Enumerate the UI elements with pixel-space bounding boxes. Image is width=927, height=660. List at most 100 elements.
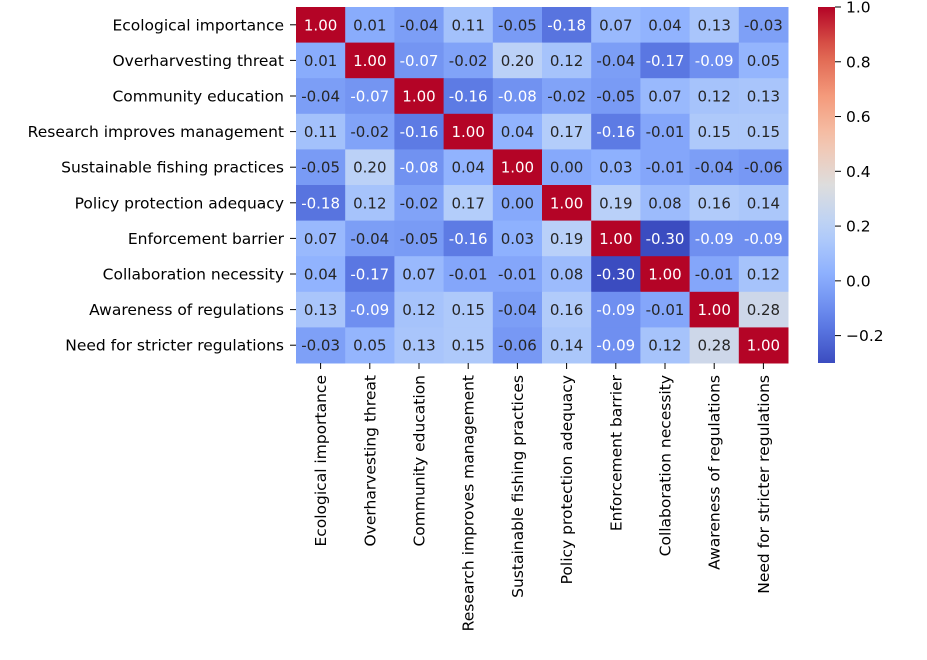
- heatmap-cell-r7-c6: [591, 256, 641, 293]
- heatmap-cell-r4-c1: [345, 149, 395, 186]
- heatmap-cell-r0-c5: [542, 7, 592, 44]
- colorbar-gradient: [818, 7, 835, 363]
- colorbar-tick-label-2: 0.2: [846, 218, 871, 236]
- heatmap-cell-r0-c3: [443, 7, 494, 44]
- cell-value-label-r9-c2: 0.13: [402, 337, 435, 355]
- heatmap-cell-r7-c9: [738, 256, 789, 293]
- cell-value-label-r0-c0: 1.00: [304, 16, 337, 34]
- cell-value-label-r0-c9: -0.03: [744, 16, 783, 34]
- colorbar: −0.2 0.0 0.2 0.4 0.6 0.8 1.0: [818, 0, 884, 363]
- cell-value-label-r3-c5: 0.17: [550, 123, 583, 141]
- heatmap-cell-r2-c9: [738, 78, 789, 115]
- cell-value-label-r8-c5: 0.16: [550, 301, 583, 319]
- heatmap-cell-r5-c4: [492, 185, 543, 222]
- cell-value-label-r1-c2: -0.07: [400, 52, 439, 70]
- heatmap-cell-r0-c1: [345, 7, 395, 44]
- heatmap-cell-r3-c5: [542, 113, 592, 150]
- cell-value-label-r0-c6: 0.07: [599, 16, 632, 34]
- cell-value-label-r9-c8: 0.28: [697, 337, 730, 355]
- cell-value-label-r6-c4: 0.03: [501, 230, 534, 248]
- heatmap-cell-r8-c5: [542, 291, 592, 328]
- cell-value-label-r4-c5: 0.00: [550, 159, 583, 177]
- heatmap-cell-r9-c9: [738, 327, 789, 364]
- heatmap-cell-r7-c8: [689, 256, 740, 293]
- cell-value-label-r0-c5: -0.18: [547, 16, 586, 34]
- cell-value-label-r0-c1: 0.01: [353, 16, 386, 34]
- heatmap-cell-r4-c9: [738, 149, 789, 186]
- cell-value-label-r3-c9: 0.15: [747, 123, 780, 141]
- cell-value-label-r7-c4: -0.01: [498, 266, 537, 284]
- cell-value-label-r4-c7: -0.01: [646, 159, 685, 177]
- heatmap-cell-r9-c2: [394, 327, 445, 364]
- heatmap-cell-r9-c4: [492, 327, 543, 364]
- cell-value-label-r5-c3: 0.17: [451, 194, 484, 212]
- heatmap-cell-r2-c0: [296, 78, 346, 115]
- cell-value-label-r2-c2: 1.00: [402, 88, 435, 106]
- x-tick-label-need-for-stricter-regulations: Need for stricter regulations: [755, 375, 773, 594]
- cell-value-label-r8-c7: -0.01: [646, 301, 685, 319]
- y-tick-label-awareness-of-regulations: Awareness of regulations: [89, 301, 284, 319]
- cell-value-label-r3-c2: -0.16: [400, 123, 439, 141]
- heatmap-cell-r0-c4: [492, 7, 543, 44]
- heatmap-cell-r3-c3: [443, 113, 494, 150]
- heatmap-cell-r9-c6: [591, 327, 641, 364]
- heatmap-cell-r9-c3: [443, 327, 494, 364]
- cell-value-label-r1-c6: -0.04: [596, 52, 635, 70]
- cell-value-label-r2-c0: -0.04: [301, 88, 340, 106]
- cell-value-label-r6-c9: -0.09: [744, 230, 783, 248]
- heatmap-cell-r6-c0: [296, 220, 346, 257]
- heatmap-cell-r8-c3: [443, 291, 494, 328]
- cell-value-label-r4-c4: 1.00: [501, 159, 534, 177]
- x-tick-label-overharvesting-threat: Overharvesting threat: [361, 375, 379, 547]
- heatmap-cell-r8-c7: [640, 291, 691, 328]
- heatmap-cell-r2-c8: [689, 78, 740, 115]
- heatmap-cell-r5-c9: [738, 185, 789, 222]
- cell-value-label-r5-c6: 0.19: [599, 194, 632, 212]
- heatmap-cell-r2-c3: [443, 78, 494, 115]
- heatmap-cell-r8-c4: [492, 291, 543, 328]
- heatmap-cell-r4-c3: [443, 149, 494, 186]
- heatmap-cell-r1-c4: [492, 42, 543, 79]
- heatmap-cell-r5-c5: [542, 185, 592, 222]
- heatmap-cell-r8-c6: [591, 291, 641, 328]
- cell-value-label-r0-c4: -0.05: [498, 16, 537, 34]
- cell-value-label-r5-c1: 0.12: [353, 194, 386, 212]
- heatmap-cell-r9-c0: [296, 327, 346, 364]
- heatmap-cell-r1-c3: [443, 42, 494, 79]
- cell-value-label-r3-c0: 0.11: [304, 123, 337, 141]
- heatmap-cell-r7-c0: [296, 256, 346, 293]
- cell-value-label-r0-c2: -0.04: [400, 16, 439, 34]
- cell-value-label-r8-c0: 0.13: [304, 301, 337, 319]
- heatmap-cell-r5-c8: [689, 185, 740, 222]
- cell-value-label-r2-c1: -0.07: [350, 88, 389, 106]
- heatmap-cell-r9-c7: [640, 327, 691, 364]
- heatmap-cell-r8-c1: [345, 291, 395, 328]
- cell-value-label-r4-c1: 0.20: [353, 159, 386, 177]
- cell-value-label-r7-c9: 0.12: [747, 266, 780, 284]
- cell-value-label-r5-c0: -0.18: [301, 194, 340, 212]
- heatmap-cell-r3-c9: [738, 113, 789, 150]
- cell-value-label-r8-c3: 0.15: [451, 301, 484, 319]
- y-axis: Ecological importance Overharvesting thre…: [28, 16, 296, 355]
- cell-value-label-r7-c8: -0.01: [695, 266, 734, 284]
- heatmap-cell-r9-c5: [542, 327, 592, 364]
- heatmap-cell-r2-c7: [640, 78, 691, 115]
- y-tick-label-collaboration-necessity: Collaboration necessity: [103, 266, 284, 284]
- heatmap-cell-r8-c8: [689, 291, 740, 328]
- cell-value-label-r7-c1: -0.17: [350, 266, 389, 284]
- heatmap-cell-r7-c4: [492, 256, 543, 293]
- cell-value-label-r9-c6: -0.09: [596, 337, 635, 355]
- x-tick-label-ecological-importance: Ecological importance: [312, 375, 330, 547]
- heatmap-cell-r4-c0: [296, 149, 346, 186]
- heatmap-cell-r7-c3: [443, 256, 494, 293]
- cell-value-label-r7-c3: -0.01: [449, 266, 488, 284]
- cell-value-label-r7-c7: 1.00: [648, 266, 681, 284]
- cell-value-label-r3-c7: -0.01: [646, 123, 685, 141]
- cell-value-label-r5-c2: -0.02: [400, 194, 439, 212]
- x-tick-label-research-improves-management: Research improves management: [460, 375, 478, 631]
- cell-value-label-r5-c9: 0.14: [747, 194, 780, 212]
- y-tick-label-community-education: Community education: [112, 88, 284, 106]
- heatmap-cell-r8-c2: [394, 291, 445, 328]
- heatmap-cell-r3-c8: [689, 113, 740, 150]
- cell-value-label-r9-c3: 0.15: [451, 337, 484, 355]
